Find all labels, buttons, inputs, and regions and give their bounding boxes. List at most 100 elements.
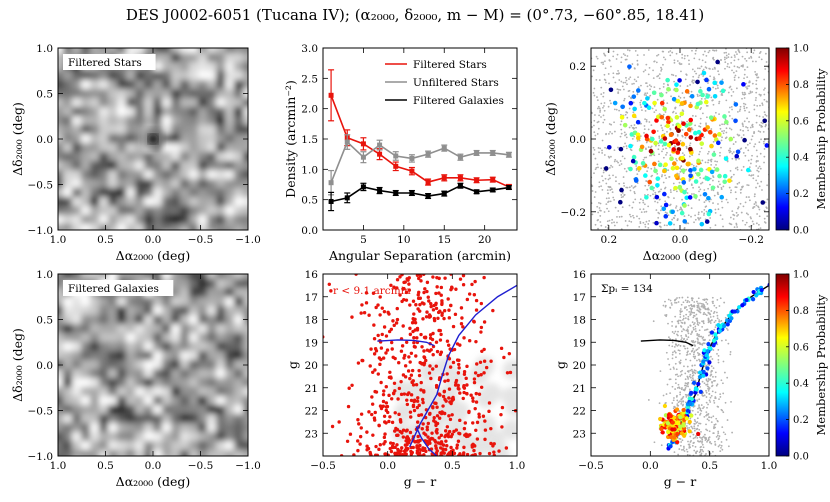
field-star	[598, 201, 600, 204]
field-star	[683, 154, 686, 156]
star	[479, 373, 483, 377]
star	[424, 433, 428, 437]
field-star	[623, 157, 626, 160]
field-star	[609, 189, 612, 191]
field-star	[705, 401, 708, 404]
density_map_stars-cell	[207, 188, 216, 197]
field-star	[701, 325, 704, 328]
density_map_stars-cell	[117, 98, 126, 107]
member-star	[744, 297, 749, 303]
field-star	[678, 361, 681, 363]
field-star	[588, 217, 590, 219]
field-star	[636, 215, 638, 218]
member-star	[645, 96, 650, 101]
star	[451, 360, 456, 365]
star	[396, 397, 400, 401]
field-star	[650, 145, 653, 148]
star	[383, 432, 387, 436]
density_map_galaxies-cell	[90, 441, 99, 450]
field-star	[647, 166, 649, 169]
field-star	[653, 441, 656, 444]
star	[377, 447, 381, 452]
field-star	[593, 124, 595, 127]
star	[437, 328, 441, 333]
field-star	[763, 142, 765, 145]
field-star	[685, 395, 688, 398]
density_map_stars-cell	[81, 48, 90, 53]
star	[365, 430, 369, 434]
field-star	[695, 349, 698, 352]
field-star	[628, 204, 631, 207]
density_map_galaxies-cell	[81, 324, 90, 333]
cmd_members-ytick-label: 16	[573, 269, 587, 281]
density_map_stars-cell	[126, 71, 135, 80]
density_map_galaxies-cell	[234, 423, 243, 432]
star	[461, 274, 466, 278]
field-star	[632, 111, 635, 114]
star	[397, 412, 401, 417]
member-star	[723, 156, 729, 161]
member-star	[712, 80, 717, 86]
star	[370, 395, 374, 399]
star	[462, 445, 466, 450]
star	[465, 383, 469, 387]
cmd_radius-ytick-label: 17	[305, 292, 318, 304]
density_map_galaxies-cell	[58, 369, 63, 378]
density_map_galaxies-cell	[117, 405, 126, 414]
field-star	[751, 220, 754, 223]
field-star	[647, 226, 650, 229]
field-star	[701, 181, 704, 184]
field-star	[749, 142, 751, 145]
field-star	[653, 197, 655, 200]
density_map_galaxies-cell	[180, 432, 189, 441]
field-star	[706, 383, 709, 386]
field-star	[632, 231, 634, 233]
field-star	[640, 106, 643, 109]
density_map_galaxies-cell	[117, 387, 126, 396]
data-point	[409, 168, 415, 174]
density_map_galaxies-cell	[216, 306, 225, 315]
field-star	[647, 193, 649, 196]
field-star	[604, 54, 607, 57]
member-star	[665, 123, 670, 129]
star	[364, 301, 369, 305]
density_map_stars-cell	[117, 152, 126, 161]
field-star	[675, 368, 678, 371]
field-star	[673, 346, 676, 348]
field-star	[702, 342, 705, 345]
density_map_galaxies-cell	[234, 405, 243, 414]
field-star	[674, 362, 677, 365]
star	[417, 276, 421, 281]
density_map_galaxies-cell	[171, 333, 180, 342]
density_map_stars-cell	[63, 48, 72, 53]
density_map_galaxies-cell	[198, 387, 207, 396]
density_map_stars-cell	[99, 143, 108, 152]
field-star	[660, 209, 662, 212]
density_map_stars-cell	[58, 143, 63, 152]
field-star	[753, 195, 756, 198]
density_map_stars-cell	[180, 134, 189, 143]
field-star	[675, 395, 678, 398]
field-star	[634, 185, 637, 188]
field-star	[694, 340, 697, 343]
density_map_stars-cell	[216, 161, 225, 170]
density_map_stars-cell	[72, 116, 81, 125]
field-star	[711, 381, 714, 384]
field-star	[724, 118, 727, 121]
field-star	[686, 192, 689, 194]
density_map_galaxies-cell	[99, 423, 108, 432]
field-star	[750, 217, 752, 220]
field-star	[714, 319, 717, 322]
density_map_galaxies-cell	[90, 324, 99, 333]
field-star	[758, 115, 761, 118]
field-star	[713, 401, 716, 404]
field-star	[628, 49, 631, 52]
field-star	[620, 120, 623, 123]
star	[445, 444, 449, 448]
field-star	[615, 108, 618, 111]
field-star	[658, 402, 661, 405]
member-star	[681, 180, 687, 185]
field-star	[760, 138, 762, 141]
field-star	[637, 86, 640, 89]
field-star	[610, 123, 613, 126]
